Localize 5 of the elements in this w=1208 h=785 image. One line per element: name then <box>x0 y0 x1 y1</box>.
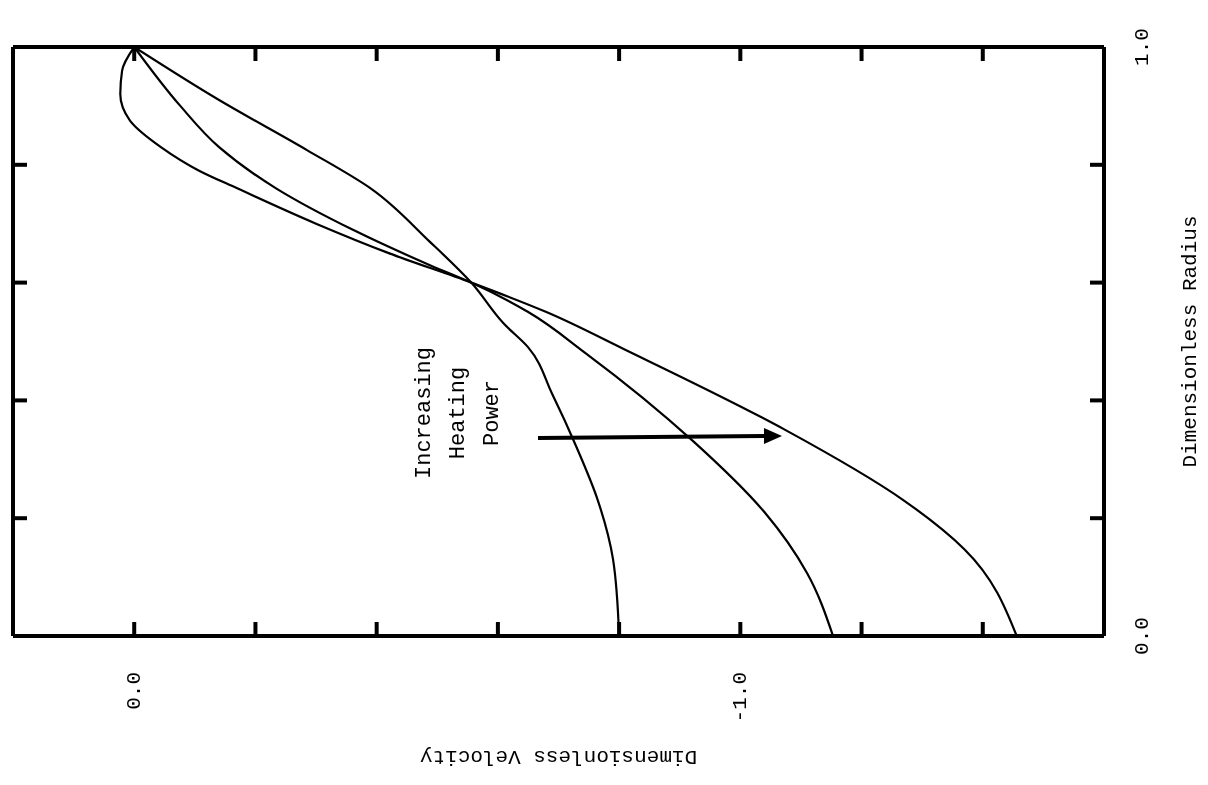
y-axis-title: Dimensionless Radius <box>1178 215 1202 468</box>
annotation: Increasing Heating Power <box>411 346 505 480</box>
y-tick-label: 1.0 <box>1130 28 1154 66</box>
x-axis-title: Dimensionless Velocity <box>419 744 698 768</box>
x-tick-label: -1.0 <box>728 672 752 723</box>
